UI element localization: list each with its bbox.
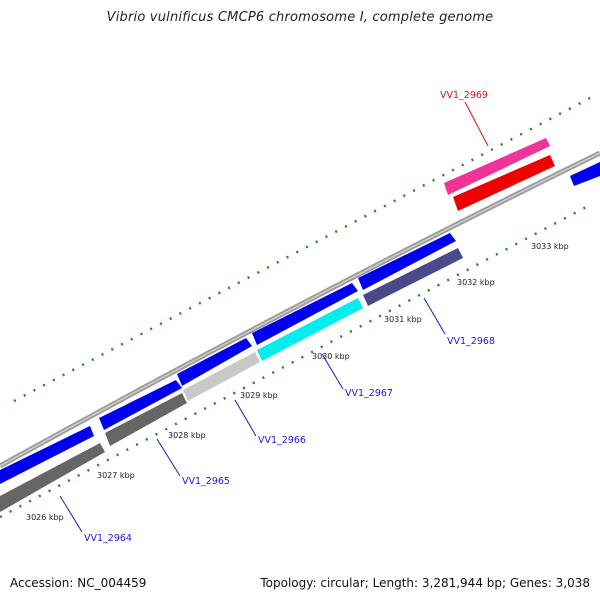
cds-arrow[interactable]: [0, 426, 94, 484]
cds-arrow[interactable]: [99, 380, 182, 430]
cds-arrow[interactable]: [570, 162, 600, 186]
kbp-label: 3028 kbp: [168, 431, 206, 440]
cds-arrow[interactable]: [177, 338, 252, 386]
feature-block[interactable]: [453, 155, 555, 211]
kbp-label: 3026 kbp: [26, 513, 64, 522]
gene-label[interactable]: VV1_2964: [84, 533, 132, 544]
kbp-label: 3032 kbp: [457, 278, 495, 287]
outer-tick-row: [13, 96, 591, 403]
cds-arrow[interactable]: [358, 233, 456, 290]
kbp-label: 3033 kbp: [531, 242, 569, 251]
cds-arrow[interactable]: [252, 283, 358, 345]
kbp-label: 3027 kbp: [97, 471, 135, 480]
inner-tick-row: [0, 203, 591, 519]
feature-block[interactable]: [0, 443, 105, 512]
accession-text: Accession: NC_004459: [10, 576, 147, 590]
gene-label[interactable]: VV1_2965: [182, 476, 230, 487]
gene-labels: VV1_2964 VV1_2965 VV1_2966 VV1_2967 VV1_…: [59, 90, 495, 544]
map-title: Vibrio vulnificus CMCP6 chromosome I, co…: [106, 10, 494, 25]
gene-label[interactable]: VV1_2967: [345, 388, 393, 399]
feature-block[interactable]: [363, 248, 463, 306]
gene-label-highlight[interactable]: VV1_2969: [440, 90, 488, 101]
kbp-label: 3029 kbp: [240, 391, 278, 400]
kbp-scale: 3026 kbp 3027 kbp 3028 kbp 3029 kbp 3030…: [26, 242, 569, 522]
outer-cds-track: [0, 138, 600, 484]
kbp-label: 3031 kbp: [384, 315, 422, 324]
feature-block[interactable]: [257, 298, 363, 361]
feature-block[interactable]: [183, 352, 260, 401]
kbp-label: 3030 kbp: [312, 352, 350, 361]
gene-label[interactable]: VV1_2966: [258, 435, 306, 446]
cds-arrow-highlight[interactable]: [444, 138, 550, 195]
feature-block[interactable]: [105, 393, 187, 446]
genome-summary-text: Topology: circular; Length: 3,281,944 bp…: [260, 576, 590, 590]
gene-label[interactable]: VV1_2968: [447, 336, 495, 347]
inner-feature-track: [0, 155, 555, 512]
